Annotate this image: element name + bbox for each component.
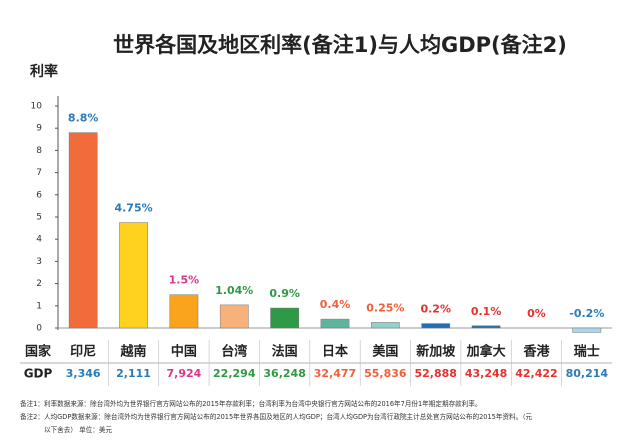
gdp-value: 32,477 <box>314 367 356 380</box>
y-axis-label: 利率 <box>30 63 58 80</box>
gdp-value: 3,346 <box>66 367 101 380</box>
y-tick-label: 9 <box>36 124 42 134</box>
value-label: -0.2% <box>569 307 604 320</box>
value-label: 4.75% <box>114 202 152 215</box>
y-tick-label: 2 <box>36 279 42 289</box>
gdp-value: 80,214 <box>566 367 609 380</box>
bar <box>219 304 249 329</box>
gdp-value: 42,422 <box>515 367 557 380</box>
row-header: 国家 <box>25 344 52 360</box>
value-label: 0.1% <box>471 305 502 318</box>
value-label: 0% <box>527 307 546 320</box>
y-tick-label: 1 <box>36 301 42 311</box>
note: 备注2：人均GDP数据来源：除台湾外均为世界银行官方网站公布的2015年世界各国… <box>20 412 533 421</box>
x-tick-label: 香港 <box>522 344 550 360</box>
gdp-value: 52,888 <box>415 367 457 380</box>
chart-title: 世界各国及地区利率(备注1)与人均GDP(备注2) <box>113 33 567 57</box>
value-label: 0.25% <box>366 301 404 314</box>
gdp-value: 43,248 <box>465 367 507 380</box>
y-tick-label: 4 <box>36 235 42 245</box>
gdp-label: GDP <box>24 367 53 381</box>
value-label: 0.2% <box>420 303 451 316</box>
x-tick-label: 中国 <box>171 344 197 360</box>
x-tick-label: 新加坡 <box>416 344 456 360</box>
x-tick-label: 印尼 <box>70 345 96 360</box>
y-tick-label: 3 <box>36 257 42 267</box>
y-tick-label: 10 <box>31 102 43 112</box>
y-tick-label: 5 <box>36 213 42 223</box>
gdp-value: 7,924 <box>167 367 202 380</box>
x-tick-label: 法国 <box>272 344 298 360</box>
bar <box>421 323 451 329</box>
value-label: 1.04% <box>215 284 253 297</box>
x-tick-label: 加拿大 <box>466 344 506 360</box>
bar <box>68 132 98 329</box>
y-tick-label: 6 <box>36 190 42 200</box>
bar <box>169 294 199 329</box>
bar <box>572 327 602 333</box>
bar <box>119 222 148 329</box>
x-tick-label: 瑞士 <box>574 344 600 360</box>
bar <box>471 325 501 329</box>
x-tick-label: 日本 <box>322 344 348 360</box>
note: 备注1：利率数据来源：除台湾外均为世界银行官方网站公布的2015年存款利率；台湾… <box>20 399 482 408</box>
bar <box>320 318 350 329</box>
value-label: 8.8% <box>68 112 99 125</box>
gdp-value: 22,294 <box>213 367 256 380</box>
x-tick-label: 美国 <box>372 344 398 360</box>
x-tick-label: 越南 <box>120 344 147 360</box>
note: 以下舍去） 单位：美元 <box>44 425 112 434</box>
gdp-value: 36,248 <box>263 367 305 380</box>
value-label: 1.5% <box>169 274 200 287</box>
y-tick-label: 7 <box>36 168 42 178</box>
y-tick-label: 0 <box>36 324 42 334</box>
value-label: 0.9% <box>269 287 300 300</box>
bar <box>270 307 299 329</box>
x-tick-label: 台湾 <box>221 344 247 360</box>
gdp-value: 55,836 <box>364 367 407 380</box>
y-tick-label: 8 <box>36 146 42 156</box>
value-label: 0.4% <box>320 298 351 311</box>
bar <box>371 322 400 329</box>
gdp-value: 2,111 <box>116 367 151 380</box>
